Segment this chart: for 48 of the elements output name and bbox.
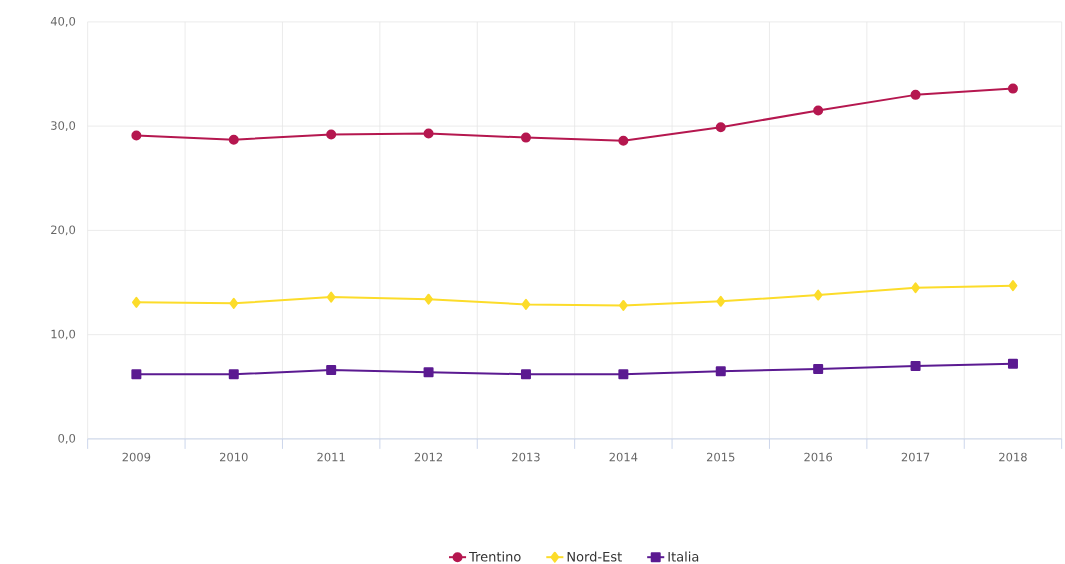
point (229, 297, 239, 309)
x-tick-label: 2014 (609, 452, 638, 462)
point (228, 134, 239, 145)
legend-label: Italia (668, 551, 699, 562)
x-tick-label: 2012 (414, 452, 443, 462)
point (131, 296, 141, 308)
point (618, 135, 629, 146)
point (1008, 280, 1018, 292)
point (813, 289, 823, 301)
y-tick-label: 30,0 (51, 121, 76, 132)
y-tick-label: 0,0 (58, 433, 76, 444)
point (326, 365, 337, 376)
point (716, 295, 726, 307)
point (520, 369, 531, 380)
x-tick-label: 2015 (706, 452, 735, 462)
point (618, 369, 629, 380)
point (813, 105, 824, 116)
x-tick-label: 2018 (999, 452, 1027, 462)
point (131, 130, 142, 141)
x-tick-label: 2011 (317, 452, 345, 462)
y-tick-label: 10,0 (51, 329, 76, 340)
x-tick-label: 2016 (804, 452, 833, 462)
point (520, 132, 531, 143)
point (423, 128, 434, 139)
point (813, 364, 824, 375)
x-tick-label: 2017 (901, 452, 930, 462)
point (228, 369, 239, 380)
point (618, 299, 628, 311)
point (131, 369, 142, 380)
point (715, 122, 726, 133)
point (911, 282, 920, 294)
point (326, 129, 337, 140)
legend-label: Trentino (469, 551, 521, 562)
point (1007, 358, 1018, 369)
point (715, 366, 726, 377)
point (423, 367, 434, 378)
y-tick-label: 20,0 (51, 225, 76, 236)
point (910, 360, 921, 371)
point (1007, 83, 1018, 94)
point (521, 298, 531, 310)
legend-label: Nord-Est (567, 551, 622, 562)
point (910, 89, 921, 100)
point (424, 293, 433, 305)
y-tick-label: 40,0 (50, 16, 76, 27)
point (326, 291, 336, 303)
x-tick-label: 2010 (219, 452, 248, 462)
x-tick-label: 2009 (122, 452, 151, 462)
x-tick-label: 2013 (512, 452, 540, 462)
